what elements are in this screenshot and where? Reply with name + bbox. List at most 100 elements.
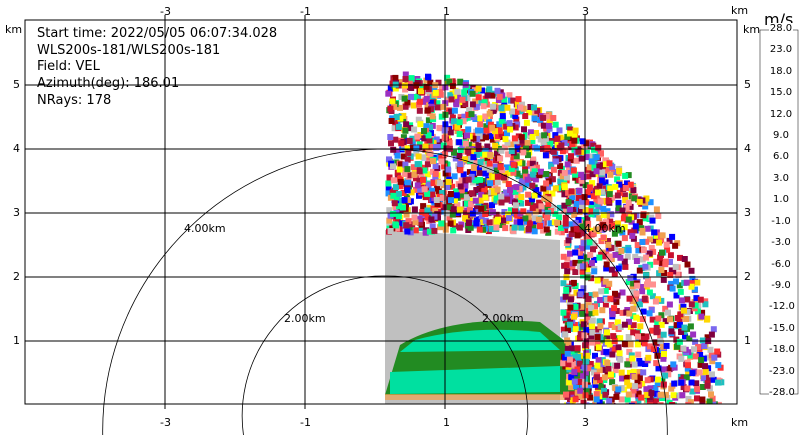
data-cell: [532, 218, 539, 225]
data-cell: [402, 86, 409, 93]
data-cell: [597, 323, 604, 330]
data-cell: [577, 259, 584, 266]
data-cell: [560, 360, 567, 367]
data-cell: [636, 219, 643, 226]
data-cell: [522, 215, 529, 222]
data-cell: [624, 396, 631, 403]
data-cell: [390, 210, 397, 217]
data-cell: [635, 336, 642, 343]
data-cell: [571, 369, 578, 376]
data-cell: [605, 366, 612, 372]
data-cell: [632, 223, 639, 230]
data-cell: [461, 113, 468, 120]
data-cell: [424, 161, 431, 168]
data-cell: [586, 164, 593, 171]
data-cell: [580, 174, 587, 180]
data-cell: [657, 402, 664, 404]
data-cell: [454, 128, 461, 134]
data-cell: [408, 189, 415, 196]
data-cell: [633, 258, 640, 264]
data-cell: [486, 166, 493, 173]
data-cell: [683, 374, 690, 381]
data-cell: [594, 374, 601, 381]
data-cell: [615, 240, 622, 247]
data-cell: [543, 113, 550, 120]
data-cell: [606, 160, 613, 167]
data-cell: [460, 171, 467, 178]
data-cell: [406, 224, 413, 231]
data-cell: [631, 195, 638, 202]
data-cell: [573, 383, 580, 390]
data-cell: [694, 395, 700, 402]
y-tick-right: 3: [744, 206, 751, 219]
data-cell: [561, 191, 568, 198]
data-cell: [447, 129, 454, 136]
data-cell: [398, 161, 404, 168]
data-cell: [638, 284, 645, 290]
data-cell: [622, 197, 629, 204]
data-cell: [575, 148, 582, 155]
data-cell: [468, 173, 475, 180]
data-cell: [411, 94, 418, 101]
data-cell: [508, 198, 515, 204]
data-cell: [710, 376, 717, 383]
data-cell: [432, 192, 439, 198]
data-cell: [456, 152, 463, 159]
data-cell: [398, 140, 405, 147]
data-cell: [665, 371, 672, 378]
data-cell: [550, 204, 556, 211]
data-cell: [645, 354, 652, 361]
data-cell: [582, 182, 589, 189]
data-cell: [605, 241, 612, 248]
data-cell: [470, 154, 477, 161]
data-cell: [596, 183, 603, 190]
data-cell: [498, 199, 505, 206]
data-cell: [431, 85, 438, 92]
colorbar-label: 15.0: [769, 87, 793, 99]
data-cell: [406, 138, 413, 144]
data-cell: [626, 382, 633, 389]
data-cell: [564, 309, 571, 316]
data-cell: [545, 229, 552, 236]
colorbar-label: -15.0: [769, 322, 795, 334]
data-cell: [439, 194, 446, 201]
data-cell: [668, 364, 675, 371]
data-cell: [590, 230, 597, 237]
data-cell: [625, 334, 632, 340]
data-cell: [529, 182, 536, 189]
data-cell: [697, 296, 704, 303]
data-cell: [609, 222, 615, 229]
data-cell: [603, 261, 610, 268]
data-cell: [609, 163, 616, 170]
plot-frame: [24, 19, 738, 405]
data-cell: [493, 224, 500, 231]
data-cell: [628, 402, 635, 404]
data-cell: [666, 301, 673, 308]
data-cell: [558, 142, 565, 149]
data-cell: [589, 317, 596, 324]
data-cell: [474, 151, 480, 158]
data-cell: [566, 299, 573, 306]
data-cell: [487, 180, 494, 187]
data-cell: [512, 202, 519, 209]
data-cell: [449, 114, 456, 121]
data-cell: [560, 309, 567, 316]
data-cell: [594, 340, 601, 347]
data-cell: [568, 188, 575, 195]
data-cell: [688, 379, 695, 386]
data-cell: [626, 318, 632, 325]
data-cell: [421, 135, 428, 142]
data-cell: [654, 319, 661, 326]
data-cell: [475, 127, 481, 134]
data-cell: [425, 154, 432, 161]
data-cell: [467, 224, 474, 231]
data-cell: [421, 186, 428, 193]
data-cell: [511, 224, 518, 231]
data-cell: [463, 200, 470, 207]
data-cell: [446, 204, 453, 210]
data-cell: [465, 126, 472, 133]
data-cell: [420, 203, 427, 210]
data-cell: [394, 152, 401, 159]
data-cell: [494, 133, 501, 139]
data-cell: [619, 309, 626, 316]
